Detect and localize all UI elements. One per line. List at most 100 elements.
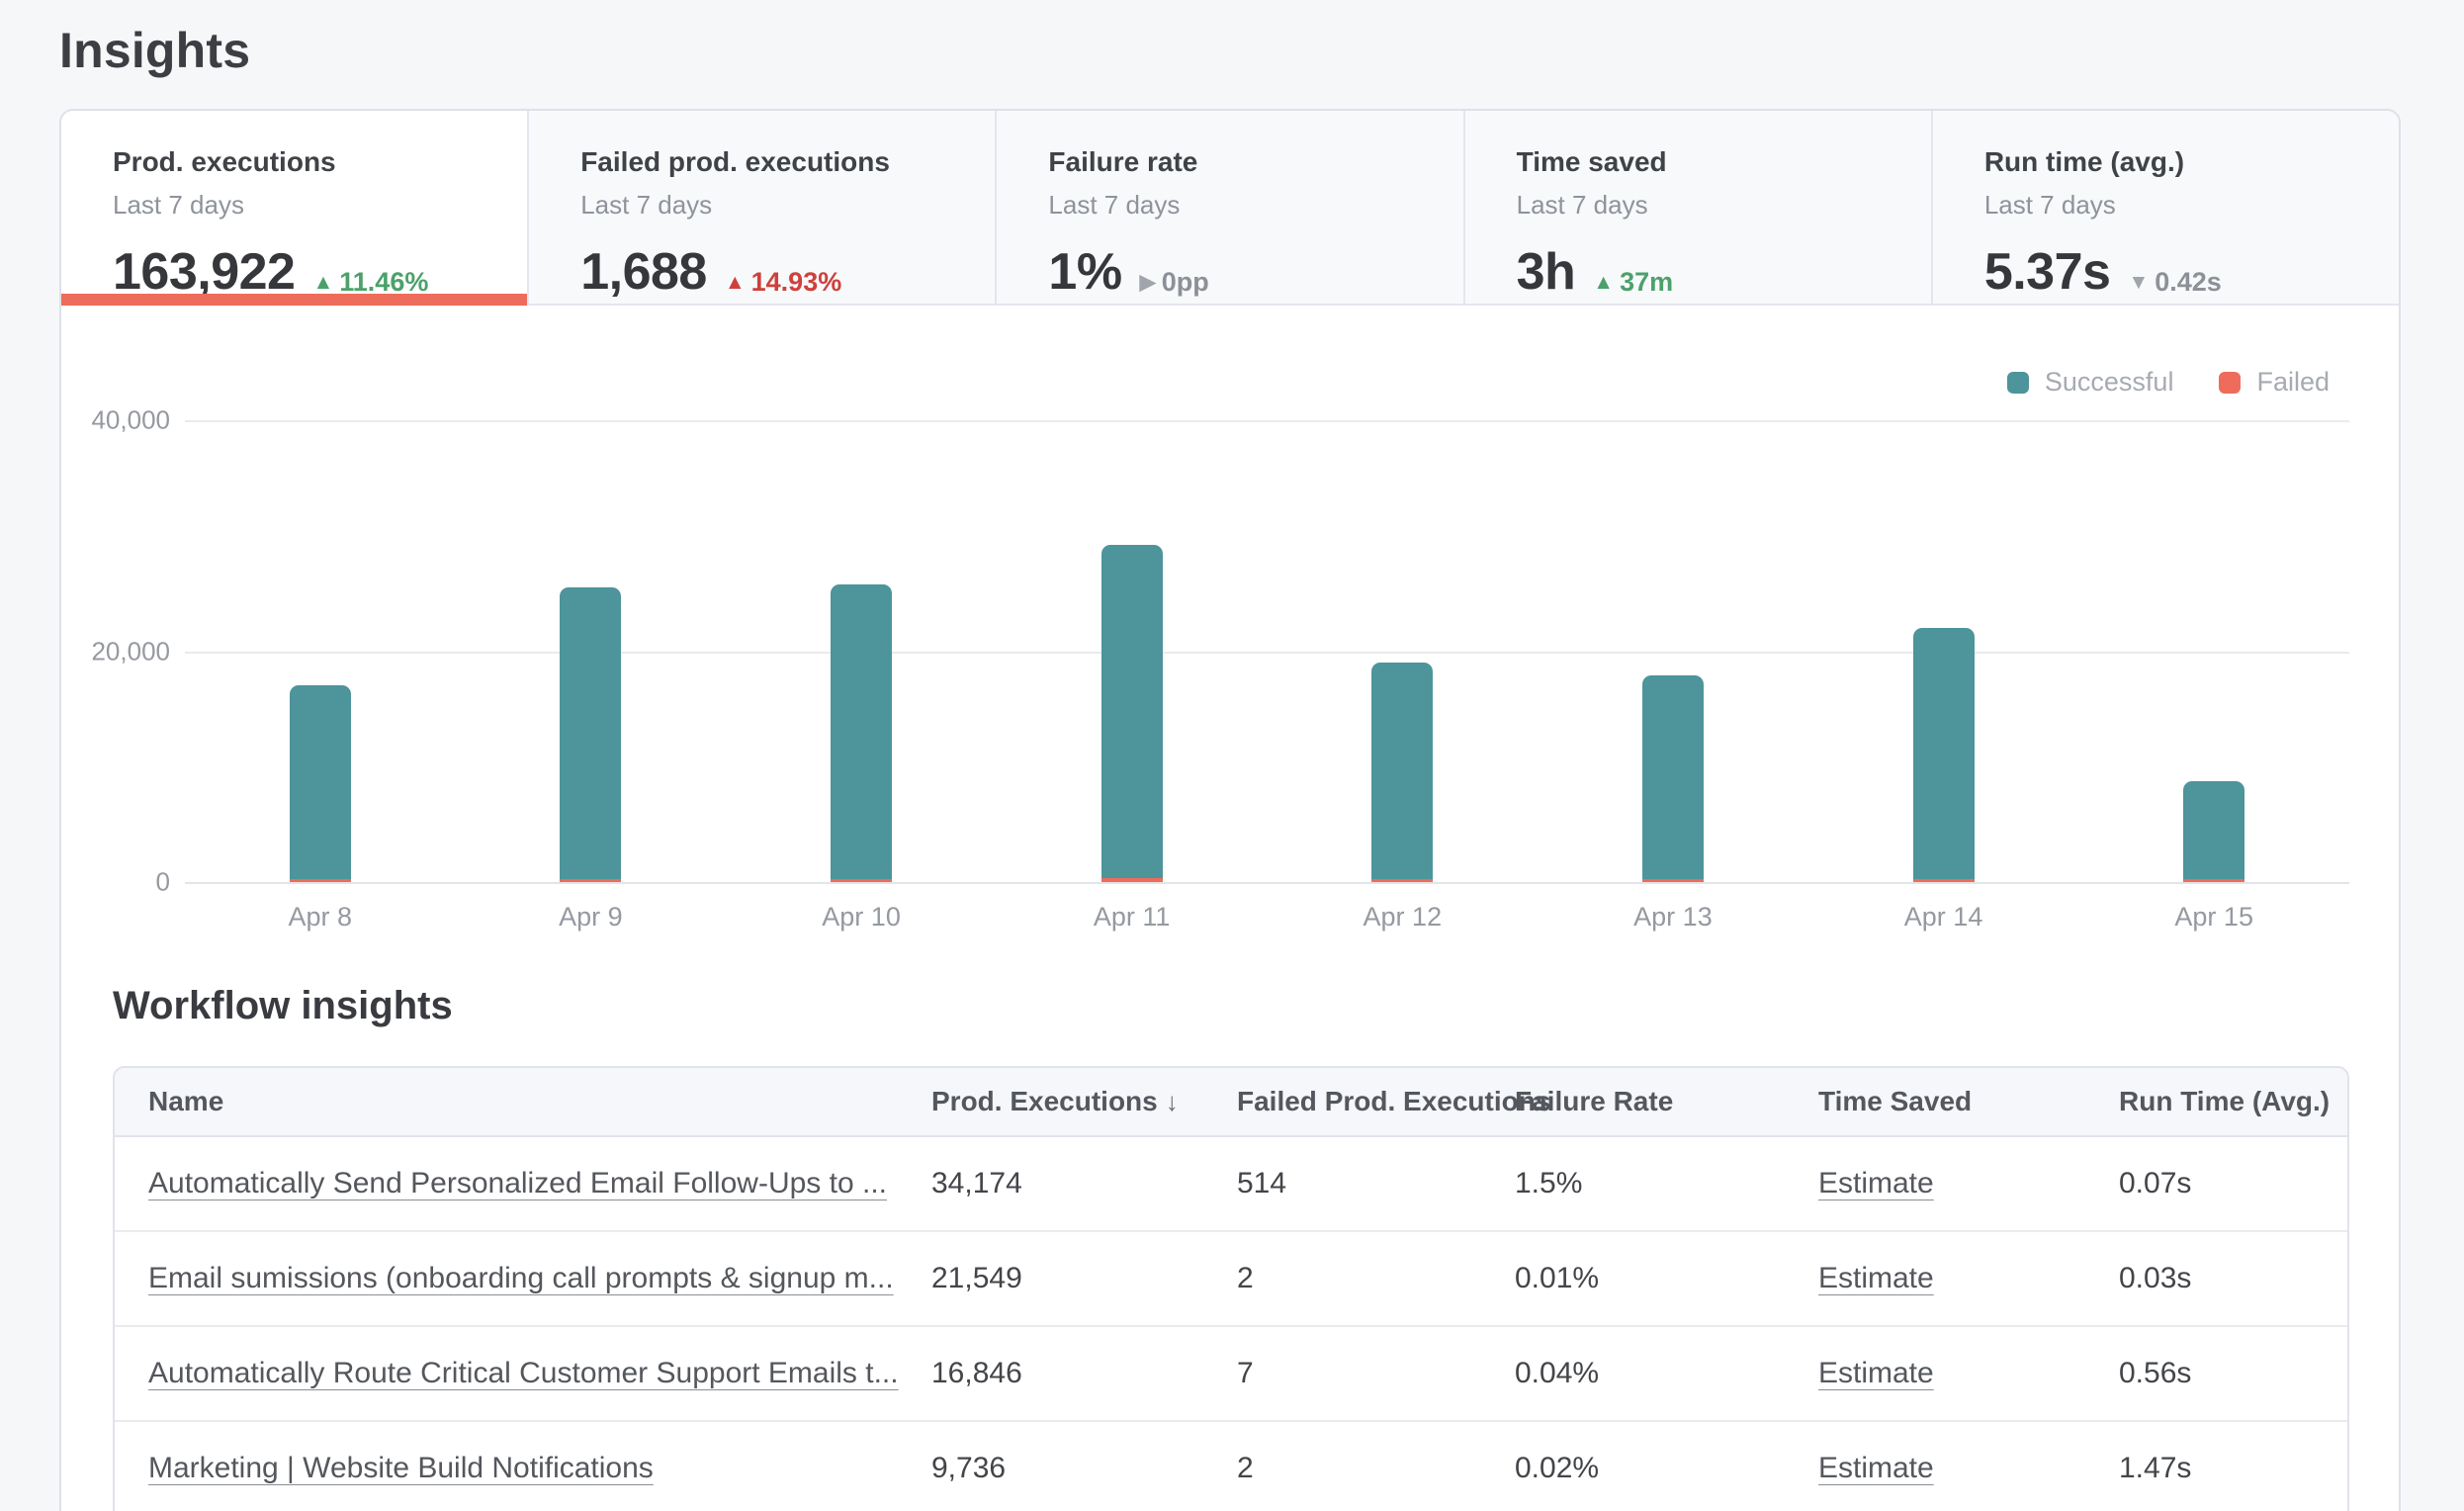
- kpi-delta: ▼ 0.42s: [2128, 267, 2221, 298]
- cell-name: Marketing | Website Build Notifications: [115, 1452, 931, 1485]
- kpi-tab-failure-rate[interactable]: Failure rate Last 7 days 1% ▶ 0pp: [997, 111, 1465, 304]
- cell-prod-executions: 16,846: [931, 1357, 1022, 1389]
- estimate-link[interactable]: Estimate: [1818, 1452, 1934, 1484]
- kpi-tab-run-time-avg[interactable]: Run time (avg.) Last 7 days 5.37s ▼ 0.42s: [1932, 111, 2399, 304]
- sort-desc-icon: ↓: [1165, 1086, 1179, 1116]
- kpi-period: Last 7 days: [1048, 190, 1181, 220]
- workflow-name-link[interactable]: Email sumissions (onboarding call prompt…: [148, 1262, 894, 1294]
- bar-successful: [1371, 663, 1434, 879]
- executions-bar-chart: Successful Failed 0 20,000 40,000 Apr 8 Apr …: [61, 306, 2399, 956]
- x-tick-label: Apr 15: [2174, 902, 2253, 932]
- estimate-link[interactable]: Estimate: [1818, 1262, 1934, 1294]
- bar-group-apr-15: [2078, 420, 2349, 882]
- kpi-delta: ▲ 11.46%: [312, 267, 428, 298]
- bar-failed: [560, 879, 622, 882]
- bar-successful: [560, 587, 622, 879]
- workflow-name-link[interactable]: Automatically Send Personalized Email Fo…: [148, 1167, 887, 1200]
- column-header-failed-prod-executions[interactable]: Failed Prod. Executions: [1237, 1086, 1551, 1116]
- y-tick-label: 0: [155, 866, 170, 897]
- legend-item-successful[interactable]: Successful: [2006, 367, 2173, 398]
- delta-up-icon: ▲: [1593, 271, 1615, 294]
- kpi-value: 5.37s: [1983, 243, 2111, 301]
- bar-successful: [289, 685, 351, 879]
- legend-swatch-failed: [2219, 371, 2242, 394]
- bar-failed: [831, 879, 893, 882]
- cell-prod-executions: 9,736: [931, 1452, 1007, 1484]
- cell-failed-prod-executions: 7: [1237, 1357, 1254, 1389]
- bar-group-apr-14: [1808, 420, 2079, 882]
- kpi-period: Last 7 days: [113, 190, 244, 220]
- chart-legend: Successful Failed: [2006, 367, 2330, 398]
- kpi-value: 163,922: [113, 243, 296, 301]
- workflow-name-link[interactable]: Marketing | Website Build Notifications: [148, 1452, 654, 1484]
- workflow-insights-table: Name Prod. Executions ↓ Failed Prod. Execut…: [113, 1066, 2349, 1511]
- x-tick-label: Apr 8: [288, 902, 353, 932]
- column-header-name[interactable]: Name: [148, 1086, 224, 1116]
- delta-right-icon: ▶: [1139, 271, 1156, 294]
- x-axis-labels: Apr 8 Apr 9 Apr 10 Apr 11 Apr 12 Apr 13 Apr 14…: [185, 902, 2349, 933]
- table-header-row: Name Prod. Executions ↓ Failed Prod. Execut…: [115, 1068, 2347, 1137]
- cell-time-saved: Estimate: [1818, 1357, 2119, 1390]
- bar-failed: [289, 879, 351, 882]
- cell-failed-prod-executions: 514: [1237, 1167, 1287, 1200]
- cell-prod-executions: 34,174: [931, 1167, 1022, 1200]
- cell-failure-rate: 0.02%: [1515, 1452, 1600, 1484]
- column-header-run-time-avg[interactable]: Run Time (Avg.): [2119, 1086, 2331, 1116]
- delta-up-icon: ▲: [312, 271, 334, 294]
- chart-plot-area: [185, 420, 2349, 884]
- column-header-failure-rate[interactable]: Failure Rate: [1515, 1086, 1674, 1116]
- bar-successful: [2183, 781, 2245, 879]
- bar-failed: [1912, 879, 1975, 882]
- kpi-period: Last 7 days: [580, 190, 713, 220]
- x-tick-label: Apr 9: [559, 902, 623, 932]
- bars-layer: [185, 420, 2349, 882]
- kpi-value-row: 3h ▲ 37m: [1517, 242, 1901, 302]
- kpi-period: Last 7 days: [1516, 190, 1648, 220]
- column-header-prod-executions[interactable]: Prod. Executions ↓: [931, 1086, 1179, 1116]
- kpi-period: Last 7 days: [1983, 190, 2116, 220]
- estimate-link[interactable]: Estimate: [1818, 1167, 1934, 1200]
- kpi-tab-failed-prod-executions[interactable]: Failed prod. executions Last 7 days 1,688 ▲…: [529, 111, 998, 304]
- y-tick-label: 20,000: [91, 636, 170, 666]
- kpi-delta-value: 0.42s: [2155, 267, 2222, 297]
- gridline-20000: [185, 651, 2349, 654]
- kpi-delta-value: 0pp: [1161, 267, 1209, 297]
- gridline-0: [185, 882, 2349, 884]
- kpi-tab-strip: Prod. executions Last 7 days 163,922 ▲ 11.46…: [61, 111, 2399, 306]
- kpi-title: Prod. executions: [113, 146, 336, 177]
- cell-run-time: 0.56s: [2119, 1357, 2192, 1389]
- bar-successful: [1641, 675, 1704, 879]
- cell-failure-rate: 1.5%: [1515, 1167, 1583, 1200]
- estimate-link[interactable]: Estimate: [1818, 1357, 1934, 1389]
- bar-failed: [1641, 879, 1704, 882]
- kpi-delta: ▲ 14.93%: [725, 267, 841, 298]
- table-row: Automatically Route Critical Customer Su…: [115, 1327, 2347, 1422]
- cell-time-saved: Estimate: [1818, 1167, 2119, 1200]
- cell-run-time: 0.07s: [2119, 1167, 2192, 1200]
- kpi-tab-prod-executions[interactable]: Prod. executions Last 7 days 163,922 ▲ 11.46…: [61, 111, 530, 306]
- cell-name: Automatically Route Critical Customer Su…: [115, 1357, 931, 1390]
- cell-failure-rate: 0.01%: [1515, 1262, 1600, 1294]
- kpi-value-row: 163,922 ▲ 11.46%: [113, 242, 497, 302]
- workflow-name-link[interactable]: Automatically Route Critical Customer Su…: [148, 1357, 899, 1389]
- kpi-tab-time-saved[interactable]: Time saved Last 7 days 3h ▲ 37m: [1464, 111, 1933, 304]
- bar-successful: [1100, 545, 1163, 878]
- x-tick-label: Apr 14: [1903, 902, 1983, 932]
- bar-group-apr-12: [1268, 420, 1539, 882]
- delta-down-icon: ▼: [2128, 271, 2150, 294]
- table-row: Email sumissions (onboarding call prompt…: [115, 1232, 2347, 1327]
- bar-group-apr-11: [997, 420, 1268, 882]
- legend-swatch-successful: [2006, 371, 2029, 394]
- table-row: Marketing | Website Build Notifications 9…: [115, 1422, 2347, 1511]
- kpi-title: Failure rate: [1048, 146, 1198, 177]
- legend-item-failed[interactable]: Failed: [2219, 367, 2330, 398]
- cell-prod-executions: 21,549: [931, 1262, 1022, 1294]
- x-tick-label: Apr 10: [822, 902, 901, 932]
- kpi-value: 3h: [1516, 243, 1576, 301]
- kpi-value: 1%: [1048, 243, 1122, 301]
- cell-failure-rate: 0.04%: [1515, 1357, 1600, 1389]
- x-tick-label: Apr 11: [1093, 902, 1171, 932]
- bar-group-apr-10: [726, 420, 997, 882]
- column-header-time-saved[interactable]: Time Saved: [1818, 1086, 1973, 1116]
